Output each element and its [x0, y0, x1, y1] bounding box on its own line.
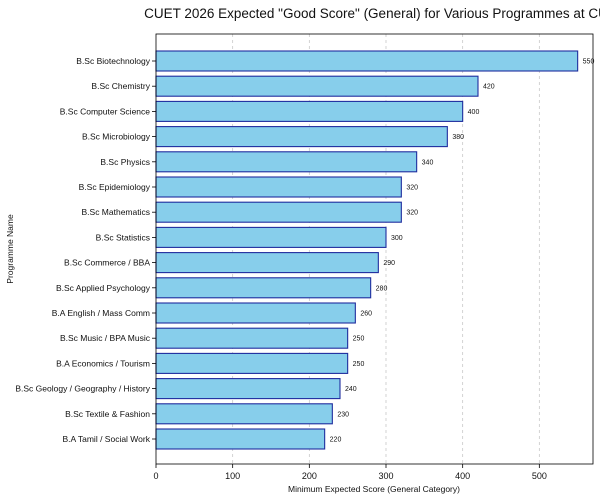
gridlines [232, 34, 540, 464]
bars [155, 50, 579, 450]
bar [155, 100, 464, 122]
category-label: B.A English / Mass Comm [52, 308, 150, 318]
bar [155, 75, 479, 97]
bar [155, 226, 387, 248]
bar [155, 126, 448, 148]
category-label: B.Sc Textile & Fashion [65, 409, 150, 419]
category-label: B.Sc Mathematics [82, 207, 151, 217]
x-tick-label: 500 [532, 471, 547, 481]
category-label: B.A Tamil / Social Work [62, 434, 150, 444]
x-tick-label: 100 [225, 471, 240, 481]
category-label: B.Sc Commerce / BBA [64, 258, 150, 268]
data-label: 240 [345, 386, 357, 393]
data-label: 320 [406, 185, 418, 192]
bar [155, 201, 402, 223]
data-label: 220 [330, 437, 342, 444]
data-label: 250 [353, 336, 365, 343]
category-label: B.A Economics / Tourism [56, 358, 150, 368]
category-label: B.Sc Epidemiology [79, 182, 151, 192]
x-tick-label: 0 [153, 471, 158, 481]
data-label: 340 [422, 159, 434, 166]
bar [155, 327, 349, 349]
bar [155, 252, 379, 274]
data-label: 320 [406, 210, 418, 217]
data-label: 230 [337, 411, 349, 418]
bar [155, 277, 372, 299]
category-label: B.Sc Statistics [96, 232, 150, 242]
y-axis-label: Programme Name [5, 214, 15, 284]
bar [155, 352, 349, 374]
chart-title: CUET 2026 Expected "Good Score" (General… [144, 6, 600, 21]
category-label: B.Sc Biotechnology [76, 56, 150, 66]
labels: 0 100 200 300 400 500 B.Sc Biotechnology 550 B.S… [15, 56, 594, 481]
bar [155, 378, 341, 400]
bar [155, 50, 579, 72]
data-label: 420 [483, 84, 495, 91]
data-label: 260 [360, 311, 372, 318]
bar [155, 176, 402, 198]
x-tick-label: 300 [378, 471, 393, 481]
x-tick-label: 200 [302, 471, 317, 481]
bar [155, 151, 418, 173]
data-label: 300 [391, 235, 403, 242]
x-axis-label: Minimum Expected Score (General Category… [288, 484, 460, 494]
data-label: 380 [452, 134, 464, 141]
category-label: B.Sc Chemistry [91, 81, 150, 91]
bar [155, 428, 326, 450]
data-label: 400 [468, 109, 480, 116]
bar [155, 403, 333, 425]
plot-frame [155, 33, 594, 465]
data-label: 550 [583, 59, 595, 66]
category-label: B.Sc Geology / Geography / History [15, 384, 150, 394]
x-tick-label: 400 [455, 471, 470, 481]
data-label: 280 [376, 285, 388, 292]
data-label: 290 [383, 260, 395, 267]
category-label: B.Sc Computer Science [60, 106, 151, 116]
category-label: B.Sc Physics [100, 157, 150, 167]
bar [155, 302, 356, 324]
data-label: 250 [353, 361, 365, 368]
category-label: B.Sc Microbiology [82, 132, 151, 142]
category-label: B.Sc Music / BPA Music [60, 333, 151, 343]
category-label: B.Sc Applied Psychology [56, 283, 151, 293]
